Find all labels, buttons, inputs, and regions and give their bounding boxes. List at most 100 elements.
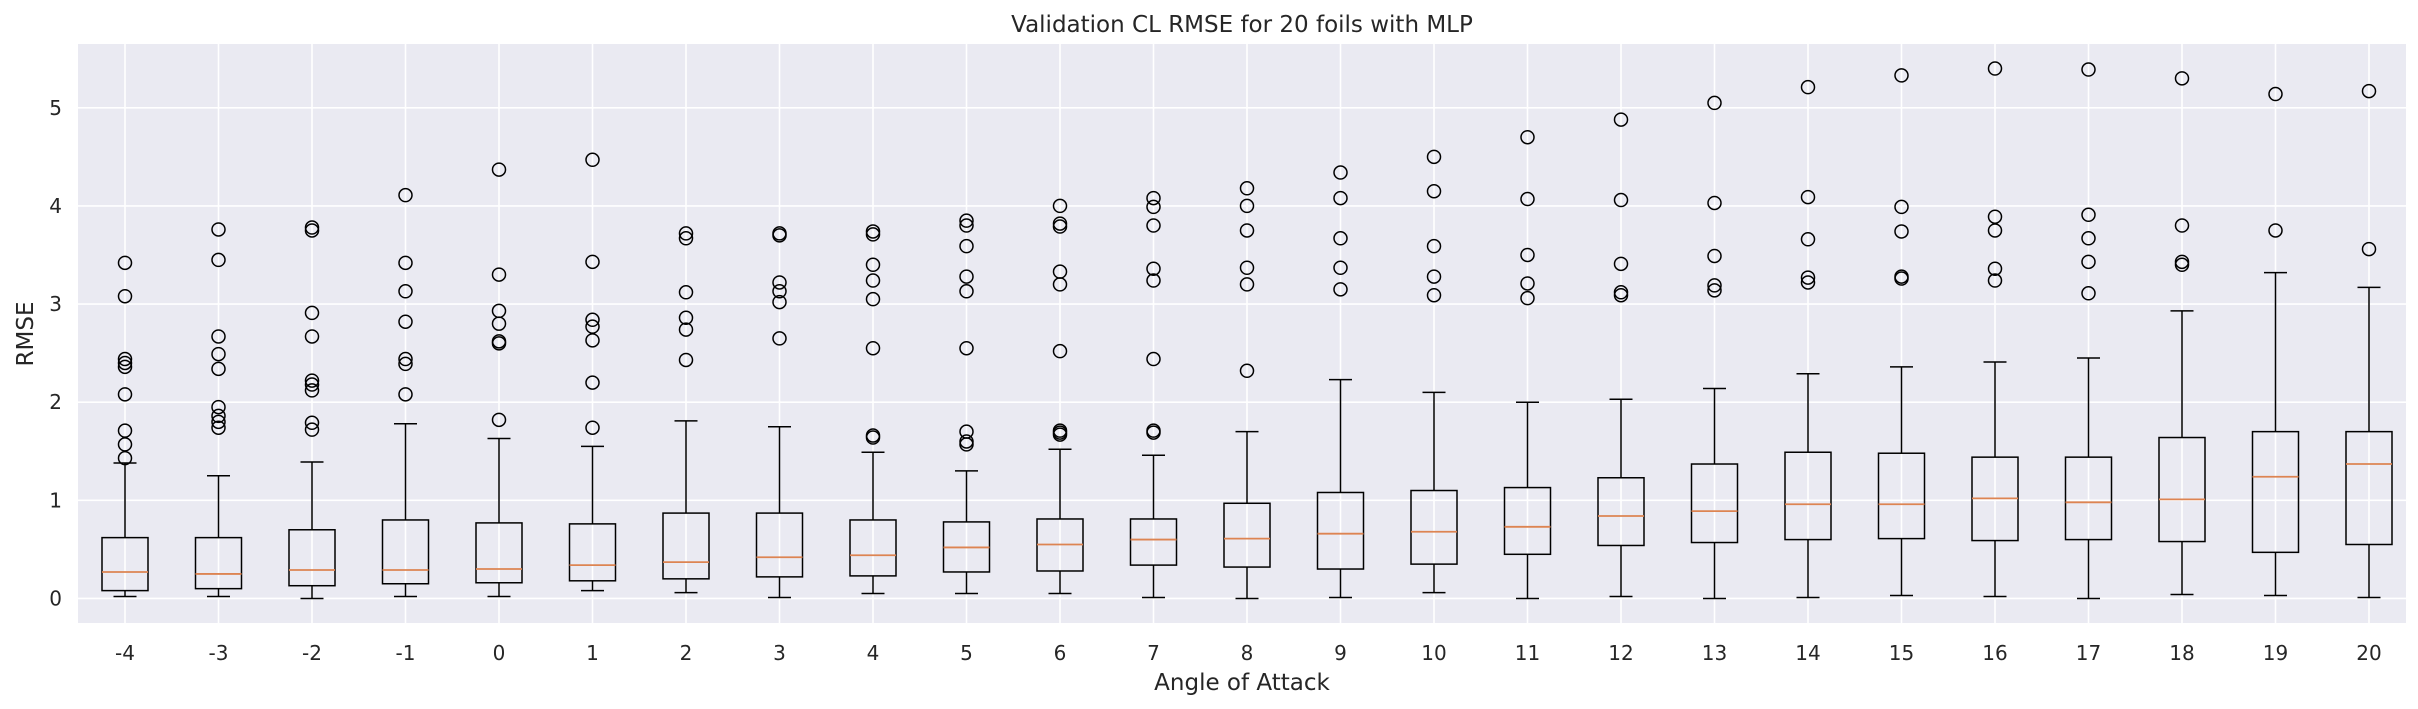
outlier-point — [2174, 218, 2190, 233]
box-group — [288, 220, 336, 600]
outlier-point — [1239, 260, 1255, 275]
x-tick-label: 5 — [960, 641, 973, 665]
outlier-point — [865, 340, 881, 356]
outlier-point — [1613, 112, 1629, 127]
outlier-point — [1520, 191, 1535, 207]
x-tick-label: 14 — [1795, 641, 1820, 665]
outlier-point — [1239, 277, 1255, 292]
x-tick-label: 10 — [1421, 641, 1446, 665]
outlier-point — [2081, 207, 2096, 223]
outlier-point — [117, 255, 133, 271]
iqr-box — [1503, 486, 1552, 556]
box-group — [381, 187, 430, 598]
outlier-point — [398, 314, 413, 329]
outlier-point — [1894, 199, 1909, 215]
outlier-point — [585, 420, 600, 435]
x-tick-label: 16 — [1982, 641, 2007, 665]
outlier-point — [211, 361, 226, 377]
outlier-point — [678, 352, 694, 368]
iqr-box — [101, 536, 149, 592]
box-group — [568, 152, 617, 592]
x-tick-label: -4 — [115, 641, 135, 665]
outlier-point — [491, 267, 507, 282]
iqr-box — [1129, 518, 1178, 566]
outlier-point — [1800, 275, 1816, 290]
outlier-point — [1987, 61, 2003, 76]
outlier-point — [398, 255, 413, 271]
outlier-point — [117, 355, 133, 371]
outlier-point — [959, 218, 974, 233]
iqr-box — [2345, 430, 2393, 546]
outlier-point — [959, 213, 974, 228]
outlier-point — [211, 408, 226, 424]
iqr-box — [662, 512, 710, 580]
outlier-point — [678, 231, 694, 246]
x-tick-label: 19 — [2263, 641, 2288, 665]
outlier-point — [1052, 198, 1068, 214]
outlier-point — [304, 305, 320, 321]
outlier-point — [211, 222, 226, 237]
outlier-point — [2361, 241, 2377, 257]
outlier-point — [1987, 261, 2003, 276]
box-group — [475, 162, 523, 598]
outlier-point — [1146, 190, 1161, 206]
outlier-point — [117, 359, 133, 375]
box-group — [1129, 190, 1178, 599]
outlier-point — [1707, 278, 1722, 293]
outlier-point — [1052, 343, 1068, 359]
box-group — [101, 255, 149, 598]
x-tick-label: 1 — [586, 641, 599, 665]
box-group — [1784, 79, 1832, 599]
outlier-point — [1520, 276, 1535, 291]
outlier-point — [398, 356, 413, 372]
grid-lines — [78, 44, 2406, 623]
x-axis-label: Angle of Attack — [1154, 670, 1330, 696]
outlier-point — [1333, 231, 1348, 246]
x-tick-label: 12 — [1608, 641, 1633, 665]
x-tick-label: 4 — [867, 641, 880, 665]
iqr-box — [381, 519, 430, 585]
x-tick-label: 7 — [1147, 641, 1160, 665]
outlier-point — [772, 294, 787, 310]
outlier-point — [1333, 190, 1348, 206]
outlier-point — [1987, 209, 2003, 224]
outlier-point — [585, 375, 600, 390]
outlier-point — [1800, 79, 1816, 95]
outlier-point — [1146, 351, 1161, 367]
plot-area — [78, 44, 2406, 623]
outlier-point — [678, 285, 694, 300]
outlier-point — [1707, 248, 1722, 264]
outlier-point — [2174, 254, 2190, 270]
x-tick-label: 11 — [1515, 641, 1540, 665]
iqr-box — [2251, 430, 2300, 554]
outlier-point — [1146, 423, 1161, 438]
outlier-point — [2081, 286, 2096, 301]
box-group — [1690, 95, 1739, 600]
iqr-box — [568, 523, 617, 582]
outlier-point — [491, 412, 507, 428]
box-group — [1316, 165, 1365, 599]
outlier-point — [211, 414, 226, 430]
iqr-box — [288, 529, 336, 587]
box-group — [1597, 112, 1645, 598]
outlier-point — [398, 351, 413, 367]
x-tick-label: 13 — [1702, 641, 1727, 665]
outlier-point — [304, 422, 320, 437]
iqr-box — [2158, 436, 2206, 543]
outlier-point — [1894, 224, 1909, 239]
outlier-point — [1146, 218, 1161, 233]
outlier-point — [865, 291, 881, 307]
outlier-point — [1052, 264, 1068, 279]
y-tick-label: 2 — [49, 390, 62, 414]
outlier-point — [304, 220, 320, 235]
outlier-point — [2361, 83, 2377, 99]
outlier-point — [1239, 363, 1255, 379]
outlier-point — [1894, 68, 1909, 83]
outlier-point — [398, 187, 413, 203]
outlier-point — [1520, 290, 1535, 306]
outlier-point — [117, 288, 133, 304]
outlier-point — [304, 329, 320, 344]
outlier-point — [491, 303, 507, 319]
outlier-point — [865, 428, 881, 443]
